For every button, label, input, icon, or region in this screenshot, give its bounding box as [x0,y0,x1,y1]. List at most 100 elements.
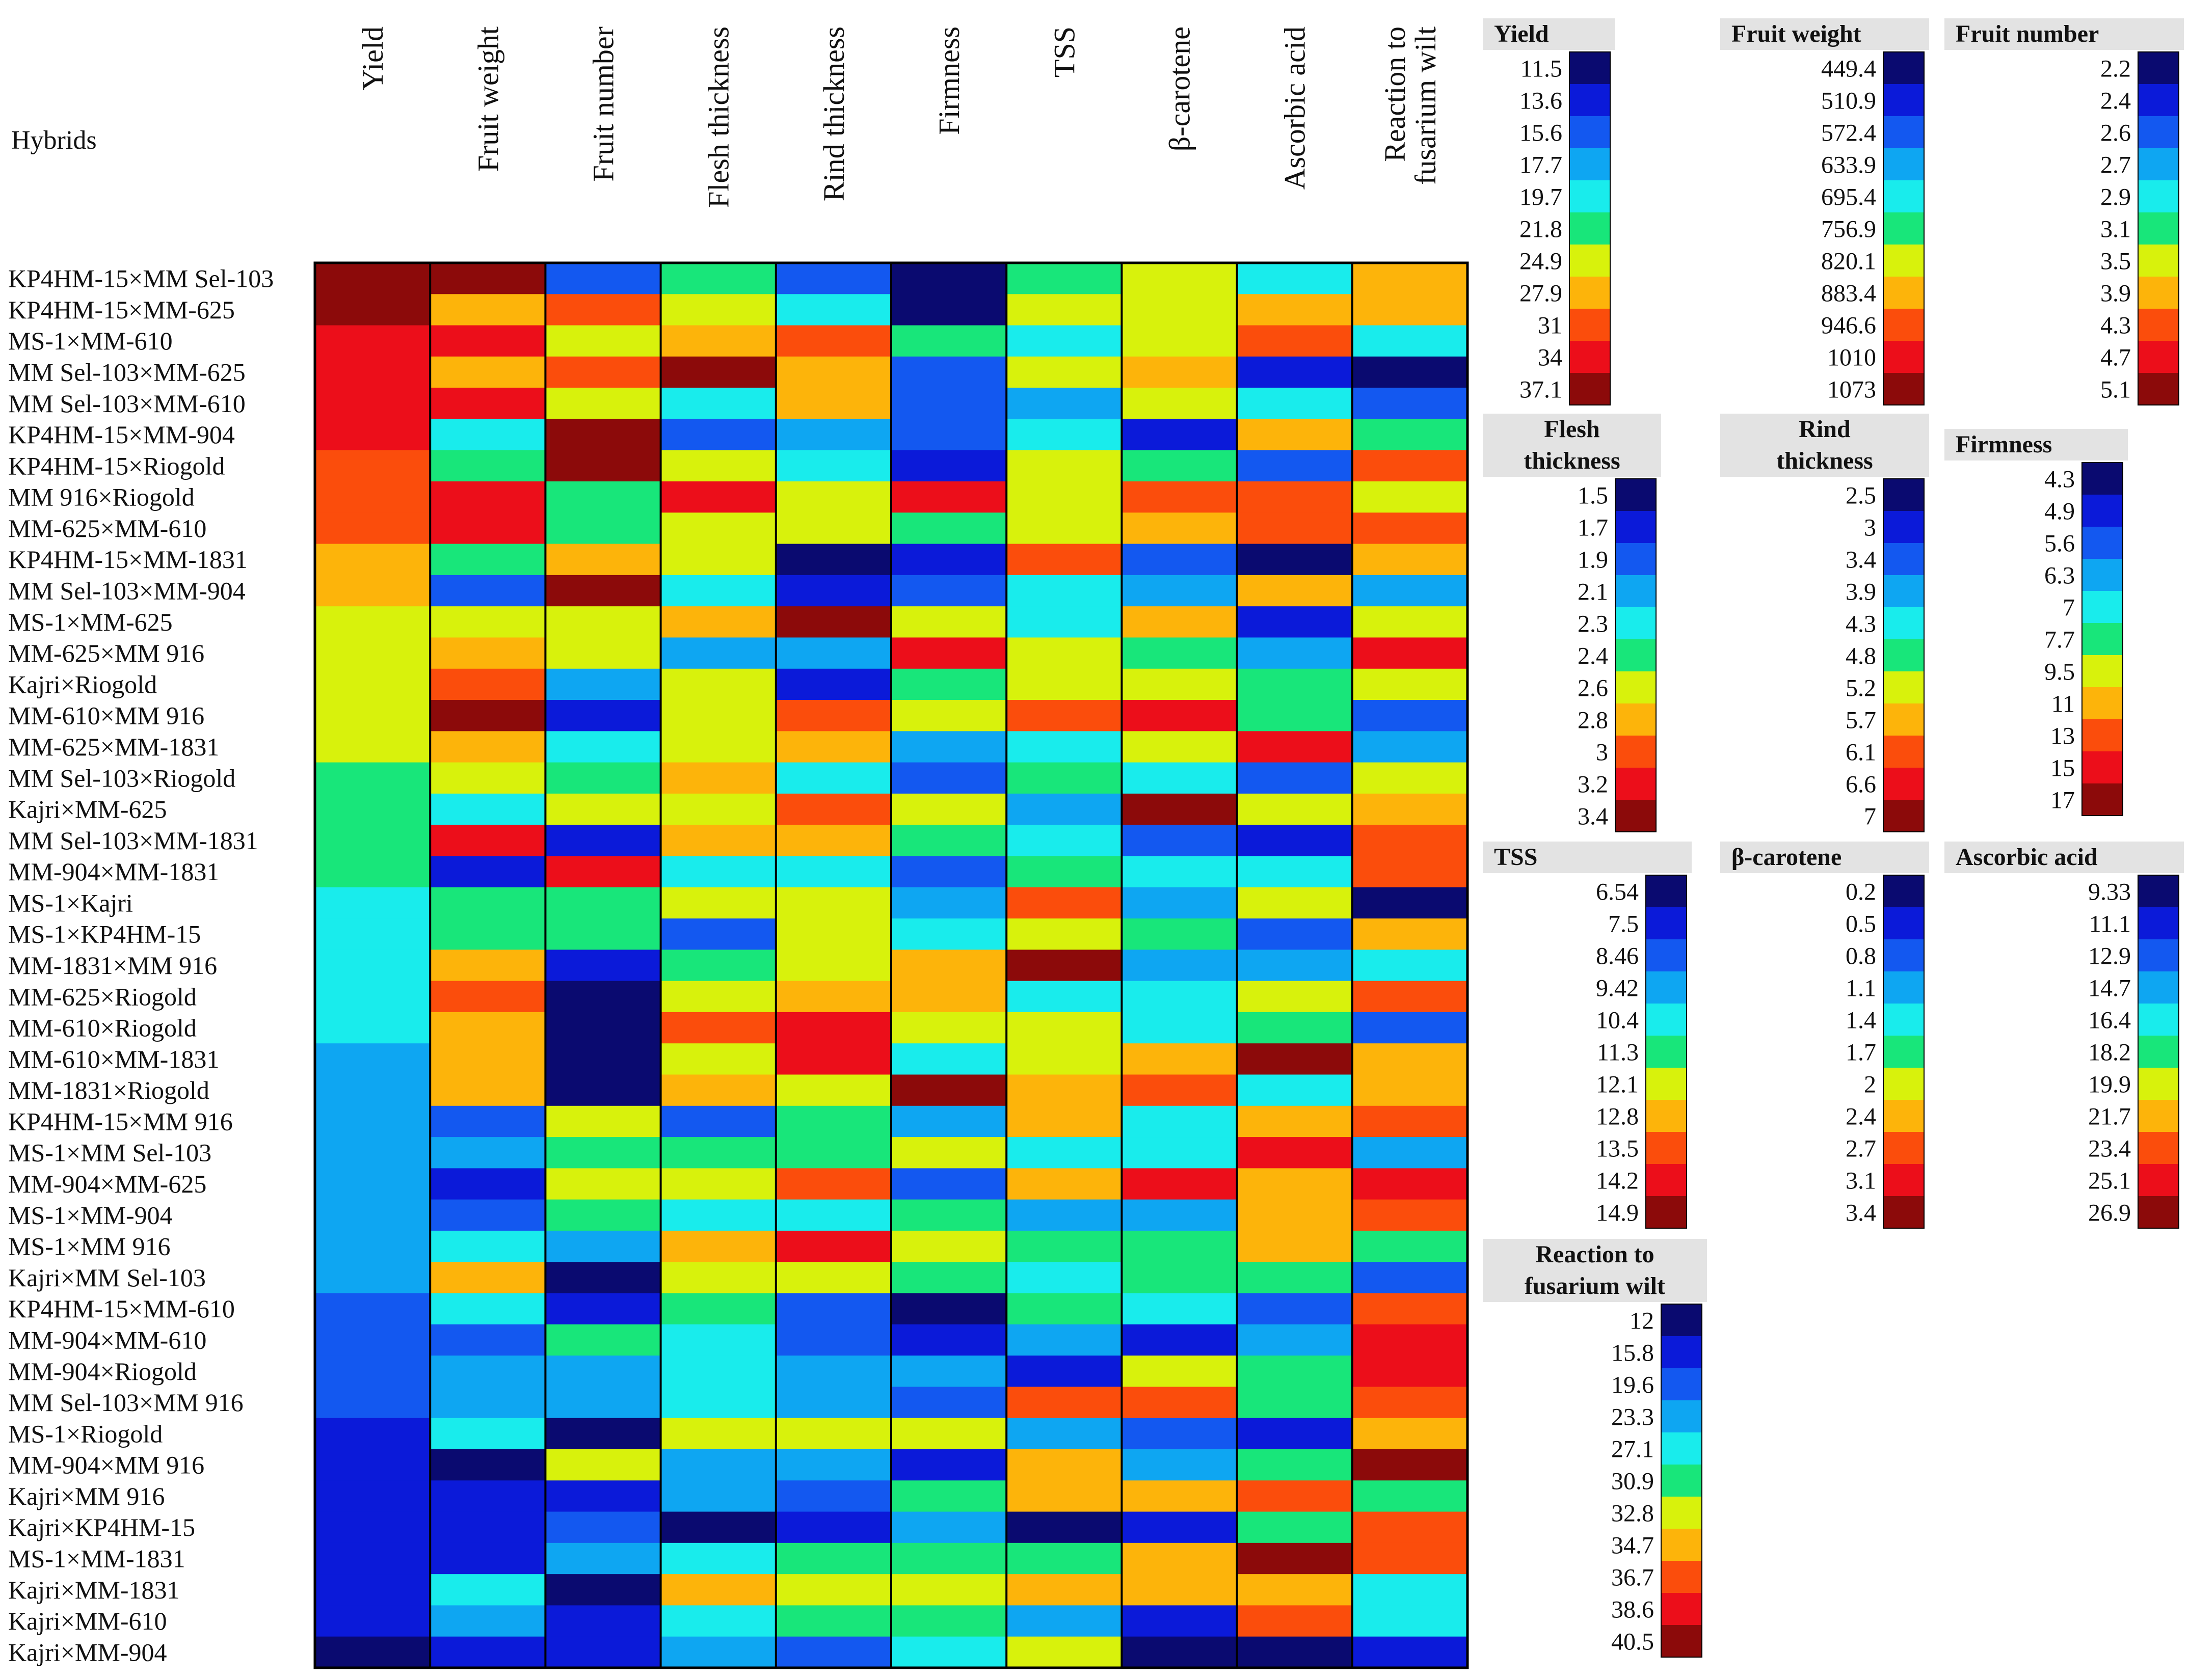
heatmap-cell [1352,1262,1468,1294]
heatmap-cell [315,1230,431,1262]
row-label: MM-625×MM-1831 [8,733,219,761]
heatmap-cell [315,731,431,763]
heatmap-cells [315,263,1468,1668]
legend-tick-label: 0.8 [1846,943,1876,970]
heatmap-cell [776,512,892,545]
legend-swatch [1883,245,1924,277]
heatmap-cell [545,1574,661,1606]
heatmap-cell [1122,1418,1238,1450]
legend-swatch [2082,463,2123,495]
heatmap-cell [1122,1605,1238,1637]
heatmap-cell [545,1074,661,1106]
legend-swatch [1569,373,1610,405]
legend-swatch [1883,736,1924,768]
heatmap-cell [776,419,892,451]
legend-swatch [1883,907,1924,940]
legend-swatch [1615,736,1656,768]
column-dividers [429,263,1353,1668]
heatmap-cell [545,981,661,1013]
legend-swatch [1883,800,1924,832]
legend-bar-border [1569,51,1611,405]
row-label: KP4HM-15×MM-904 [8,420,235,449]
legend-tick-label: 34.7 [1611,1532,1654,1559]
heatmap-cell [545,918,661,950]
legend-swatch [1661,1593,1702,1625]
legend-tick-label: 17.7 [1519,152,1562,179]
heatmap-cell [1122,1137,1238,1169]
legend-swatch [1883,1004,1924,1036]
heatmap-cell [891,1043,1007,1075]
heatmap-cell [545,544,661,576]
legend-swatch [1646,939,1687,972]
heatmap-cell [1006,1105,1122,1137]
heatmap-cell [430,1418,546,1450]
heatmap-cell [1352,731,1468,763]
heatmap-cell [545,762,661,794]
row-label: MM-625×MM 916 [8,639,204,667]
legend-tick-label: 2.4 [2100,88,2131,115]
heatmap-cell [660,1418,777,1450]
heatmap-cell [1122,1074,1238,1106]
heatmap-cell [315,481,431,513]
heatmap-cell [891,1480,1007,1512]
heatmap-cell [891,1199,1007,1231]
heatmap-cell [315,887,431,919]
heatmap-cell [776,1074,892,1106]
legend-title: TSS [1494,844,1537,871]
heatmap-cell [545,1293,661,1325]
heatmap-cell [1237,1480,1353,1512]
column-header: Reaction tofusarium wilt [1378,26,1442,185]
legend-tick-label: 2.3 [1578,611,1608,638]
legend-swatch [1883,1036,1924,1068]
legend-tick-label: 510.9 [1821,88,1876,115]
column-header: Yield [356,26,389,91]
legend-swatch [1661,1465,1702,1497]
heatmap-cell [1122,1387,1238,1419]
legend-swatch [2138,1164,2179,1197]
heatmap-cell [1352,325,1468,357]
heatmap-cell [776,356,892,388]
legends: Yield11.513.615.617.719.721.824.927.9313… [1483,18,2184,1658]
heatmap-cell [1352,1074,1468,1106]
heatmap-cell [660,263,777,294]
legend-swatch [2138,52,2179,85]
heatmap-cell [545,481,661,513]
legend-tick-label: 5.7 [1846,707,1876,734]
heatmap-cell [1122,1230,1238,1262]
heatmap-cell [315,1356,431,1387]
legend-swatch [2138,1132,2179,1164]
heatmap-cell [1237,1511,1353,1543]
heatmap-cell [1352,419,1468,451]
legend-tick-label: 15 [2050,755,2075,782]
heatmap-cell [660,1387,777,1419]
legend-title: Flesh [1544,416,1599,443]
heatmap-cell [660,1636,777,1668]
heatmap-cell [891,1511,1007,1543]
heatmap-cell [1122,325,1238,357]
legend-swatch [2138,1004,2179,1036]
row-label: MM Sel-103×MM-610 [8,389,246,418]
heatmap-cell [1006,263,1122,294]
legend-swatch [1661,1336,1702,1369]
heatmap-cell [1237,1418,1353,1450]
row-label: MS-1×MM-1831 [8,1544,185,1573]
heatmap-cell [1237,1012,1353,1044]
heatmap-cell [315,825,431,857]
heatmap-cell [315,1511,431,1543]
heatmap-cell [1352,668,1468,700]
heatmap-cell [315,1074,431,1106]
heatmap-cell [315,419,431,451]
legend-tick-label: 26.9 [2088,1200,2131,1227]
legend-tick-label: 2.8 [1578,707,1608,734]
heatmap-cell [776,1356,892,1387]
heatmap-cell [1006,1012,1122,1044]
heatmap-cell [315,606,431,638]
heatmap-cell [545,1605,661,1637]
heatmap-cell [545,1262,661,1294]
heatmap-cell [1006,1636,1122,1668]
heatmap-cell [1006,1356,1122,1387]
heatmap-cell [1237,793,1353,825]
heatmap-cell [891,388,1007,420]
heatmap-cell [1006,1574,1122,1606]
